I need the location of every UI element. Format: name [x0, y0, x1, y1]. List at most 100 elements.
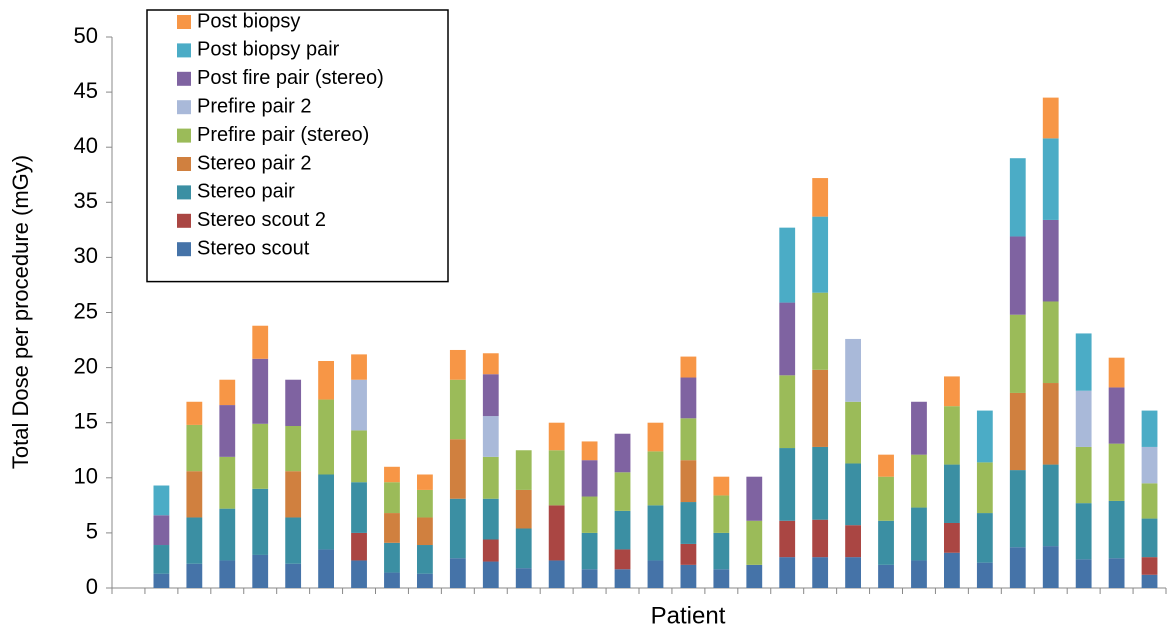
bar-segment: [351, 532, 367, 561]
bar-segment: [680, 543, 697, 565]
bar-segment: [614, 549, 631, 570]
legend-label: Stereo pair 2: [197, 152, 312, 174]
legend-label: Post biopsy: [197, 10, 300, 32]
bar-segment: [351, 482, 367, 533]
y-tick-label: 25: [74, 298, 98, 323]
bar-segment: [482, 456, 499, 499]
bar-segment: [285, 563, 302, 588]
bar-segment: [713, 476, 730, 496]
legend-label: Post fire pair (stereo): [197, 67, 384, 89]
bar-segment: [351, 560, 367, 588]
y-tick-label: 40: [74, 133, 98, 158]
bar-segment: [1141, 557, 1158, 575]
bar-segment: [482, 498, 499, 540]
bar-segment: [186, 563, 203, 588]
bar-segment: [812, 216, 829, 293]
legend-swatch: [177, 43, 191, 58]
bar-segment: [1108, 387, 1125, 444]
bar-segment: [1108, 558, 1125, 588]
bar-segment: [680, 377, 697, 419]
legend-swatch: [177, 242, 191, 257]
bar-segment: [746, 564, 763, 588]
bar-segment: [186, 471, 203, 518]
bar-segment: [680, 502, 697, 544]
bar-segment: [779, 375, 796, 449]
legend-label: Prefire pair (stereo): [197, 124, 369, 146]
bar-segment: [812, 446, 829, 520]
bar-segment: [417, 517, 433, 546]
bar-segment: [1075, 390, 1092, 447]
y-tick-label: 15: [74, 409, 98, 434]
bar-segment: [285, 517, 302, 564]
bar-segment: [713, 532, 730, 570]
legend-box: [146, 9, 449, 283]
bar-segment: [219, 508, 236, 561]
bar-segment: [1141, 574, 1158, 588]
bar-segment: [878, 476, 894, 521]
legend-swatch: [177, 15, 191, 29]
bar-segment: [285, 471, 302, 518]
bar-segment: [878, 564, 894, 588]
bar-segment: [482, 561, 499, 588]
bar-segment: [482, 539, 499, 562]
y-tick-label: 10: [74, 464, 98, 489]
bar-segment: [944, 406, 960, 465]
bar-segment: [153, 515, 170, 546]
bar-segment: [351, 379, 367, 431]
bar-segment: [548, 450, 565, 506]
bar-segment: [1042, 546, 1059, 588]
bar-segment: [581, 569, 598, 588]
y-tick-label: 30: [74, 243, 98, 268]
bar-segment: [449, 379, 466, 440]
bar-segment: [944, 376, 960, 407]
bar-segment: [219, 379, 236, 406]
bar-segment: [614, 510, 631, 550]
bar-segment: [976, 562, 993, 588]
bar-segment: [285, 379, 302, 427]
bar-segment: [1009, 314, 1026, 393]
bar-segment: [252, 554, 269, 588]
bar-segment: [911, 454, 927, 508]
y-tick-label: 0: [86, 574, 98, 599]
bar-segment: [384, 466, 400, 483]
bar-segment: [449, 439, 466, 499]
bar-segment: [614, 569, 631, 588]
bar-segment: [1042, 138, 1059, 220]
bar-segment: [976, 462, 993, 514]
bar-segment: [581, 460, 598, 497]
bar-segment: [680, 356, 697, 378]
bar-segment: [252, 358, 269, 424]
bar-segment: [1042, 464, 1059, 547]
legend-swatch: [177, 100, 191, 115]
bar-segment: [944, 552, 960, 588]
y-axis-title: Total Dose per procedure (mGy): [8, 155, 33, 469]
bar-segment: [812, 178, 829, 217]
bar-segment: [647, 560, 664, 588]
bar-segment: [515, 528, 532, 569]
bar-segment: [1009, 158, 1026, 237]
bar-segment: [812, 292, 829, 370]
bar-segment: [1009, 392, 1026, 471]
bar-segment: [252, 325, 269, 359]
legend-swatch: [177, 128, 191, 143]
bar-segment: [1108, 500, 1125, 559]
bar-segment: [1075, 559, 1092, 588]
legend-label: Post biopsy pair: [197, 39, 340, 61]
bar-segment: [1009, 236, 1026, 315]
bar-segment: [1141, 483, 1158, 519]
bar-segment: [186, 424, 203, 472]
bar-segment: [647, 451, 664, 506]
y-tick-label: 45: [74, 78, 98, 103]
bar-segment: [812, 519, 829, 558]
bar-segment: [680, 460, 697, 503]
bar-segment: [318, 360, 334, 400]
bar-segment: [482, 374, 499, 417]
bar-segment: [779, 302, 796, 376]
bar-segment: [449, 349, 466, 380]
y-tick-label: 5: [86, 519, 98, 544]
bar-segment: [449, 558, 466, 588]
legend-label: Stereo scout: [197, 237, 310, 259]
bar-segment: [647, 505, 664, 561]
bar-segment: [153, 573, 170, 588]
bar-segment: [252, 423, 269, 489]
